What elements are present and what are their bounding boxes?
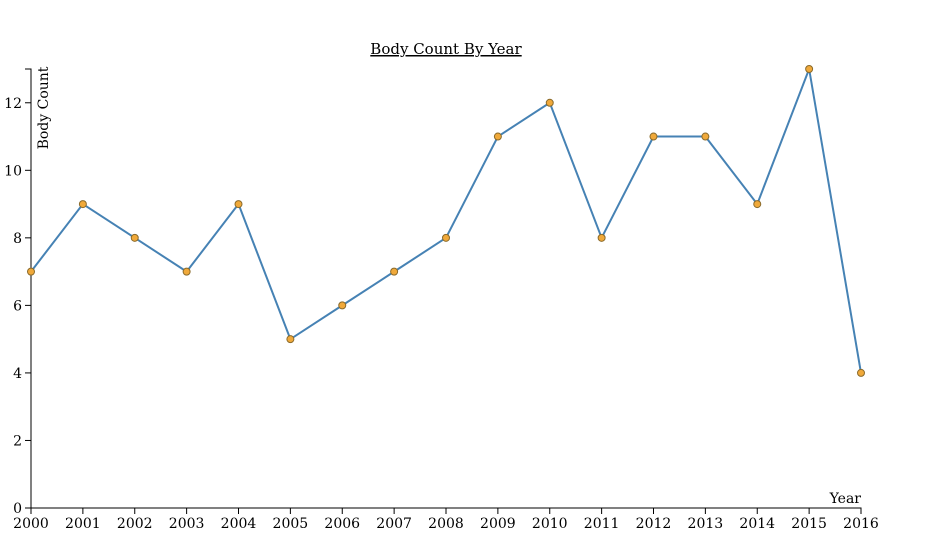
x-tick-label: 2011 bbox=[584, 516, 620, 532]
y-tick-label: 6 bbox=[13, 298, 22, 314]
x-tick-label: 2001 bbox=[65, 516, 101, 532]
data-point[interactable] bbox=[493, 132, 502, 141]
x-tick-label: 2004 bbox=[221, 516, 257, 532]
x-tick-label: 2013 bbox=[688, 516, 724, 532]
data-point[interactable] bbox=[545, 98, 554, 107]
y-tick-label: 8 bbox=[13, 231, 22, 247]
y-axis: 0 2 4 6 8 10 12 bbox=[4, 68, 32, 517]
x-axis: 2000 2001 2002 2003 2004 2005 2006 2007 2008 2009… bbox=[13, 507, 879, 532]
data-point[interactable] bbox=[234, 200, 243, 209]
x-tick-label: 2010 bbox=[532, 516, 568, 532]
data-point[interactable] bbox=[753, 200, 762, 209]
data-point[interactable] bbox=[857, 368, 865, 377]
data-point[interactable] bbox=[442, 233, 450, 242]
x-tick-label: 2005 bbox=[273, 516, 309, 532]
data-points bbox=[27, 65, 865, 377]
x-tick-label: 2015 bbox=[791, 516, 827, 532]
x-tick-label: 2012 bbox=[636, 516, 672, 532]
data-point[interactable] bbox=[130, 233, 139, 242]
x-tick-label: 2006 bbox=[324, 516, 360, 532]
x-tick-label: 2007 bbox=[376, 516, 412, 532]
data-point[interactable] bbox=[649, 132, 658, 141]
x-tick-label: 2009 bbox=[480, 516, 516, 532]
chart-title: Body Count By Year bbox=[370, 40, 522, 58]
x-tick-label: 2003 bbox=[169, 516, 205, 532]
x-axis-label: Year bbox=[829, 491, 862, 507]
x-tick-label: 2000 bbox=[13, 516, 49, 532]
data-point[interactable] bbox=[286, 335, 295, 344]
data-point[interactable] bbox=[597, 233, 606, 242]
y-axis-label: Body Count bbox=[36, 66, 52, 149]
x-tick-label: 2014 bbox=[739, 516, 775, 532]
series-line-body-count bbox=[30, 65, 862, 374]
y-tick-label: 0 bbox=[13, 501, 22, 517]
data-point[interactable] bbox=[805, 65, 814, 73]
y-tick-label: 4 bbox=[13, 366, 22, 382]
data-point[interactable] bbox=[27, 267, 35, 276]
y-axis-line bbox=[25, 68, 32, 509]
x-tick-label: 2008 bbox=[428, 516, 464, 532]
x-tick-label: 2002 bbox=[117, 516, 153, 532]
data-point[interactable] bbox=[78, 200, 87, 209]
y-tick-label: 2 bbox=[13, 433, 22, 449]
data-point[interactable] bbox=[338, 301, 347, 310]
y-tick-label: 10 bbox=[4, 163, 22, 179]
data-point[interactable] bbox=[182, 267, 191, 276]
x-tick-label: 2016 bbox=[843, 516, 879, 532]
data-point[interactable] bbox=[701, 132, 710, 141]
data-point[interactable] bbox=[390, 267, 399, 276]
y-tick-label: 12 bbox=[4, 96, 22, 112]
